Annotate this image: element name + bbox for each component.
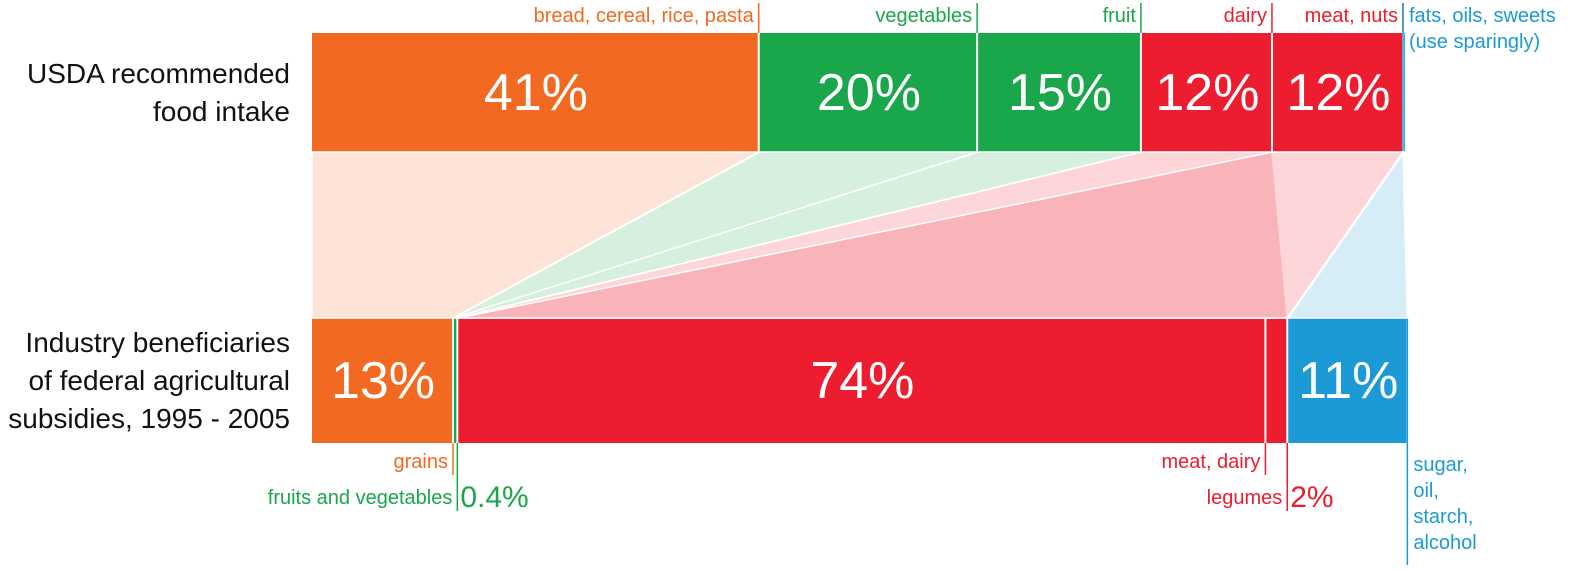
bar-segment bbox=[1272, 33, 1402, 152]
value-label: 11% bbox=[1298, 351, 1399, 410]
connector bbox=[1286, 151, 1409, 319]
segment-label: bread, cereal, rice, pasta bbox=[533, 5, 754, 27]
value-label: 20% bbox=[816, 63, 921, 122]
segment-label: grains bbox=[393, 451, 448, 473]
bar-segment bbox=[312, 33, 758, 152]
value-label: 41% bbox=[483, 63, 588, 122]
bar-segment bbox=[1288, 318, 1407, 443]
value-label: 15% bbox=[1007, 63, 1113, 122]
bar-segment bbox=[978, 33, 1140, 152]
segment-label: sugar, oil, starch, alcohol bbox=[1413, 454, 1477, 554]
segment-label: dairy bbox=[1223, 5, 1267, 27]
segment-label: legumes bbox=[1206, 487, 1283, 509]
bar-segment bbox=[759, 33, 977, 152]
segment-label: meat, nuts bbox=[1304, 5, 1398, 27]
bar-segment bbox=[312, 318, 452, 443]
segment-label: vegetables bbox=[875, 5, 973, 27]
bar-segment bbox=[453, 318, 457, 443]
segment-label: meat, dairy bbox=[1161, 451, 1261, 473]
connector bbox=[458, 151, 1405, 319]
segment-label: fruits and vegetables bbox=[267, 487, 453, 509]
bar-segment bbox=[1404, 33, 1405, 152]
value-label: 2% bbox=[1290, 481, 1334, 514]
bar-segment bbox=[458, 318, 1265, 443]
connector bbox=[311, 151, 760, 319]
value-label: 74% bbox=[810, 351, 915, 410]
value-label: 12% bbox=[1155, 63, 1260, 122]
bar-label: USDA recommended food intake bbox=[26, 57, 290, 127]
bar-segment bbox=[1141, 33, 1271, 152]
segment-label: fats, oils, sweets (use sparingly) bbox=[1409, 5, 1556, 53]
value-label: 0.4% bbox=[460, 481, 529, 514]
bar-label: Industry beneficiaries of federal agricu… bbox=[8, 326, 290, 434]
value-label: 12% bbox=[1286, 63, 1391, 122]
value-label: 13% bbox=[330, 351, 436, 410]
segment-label: fruit bbox=[1102, 5, 1136, 27]
bar-segment bbox=[1266, 318, 1287, 443]
